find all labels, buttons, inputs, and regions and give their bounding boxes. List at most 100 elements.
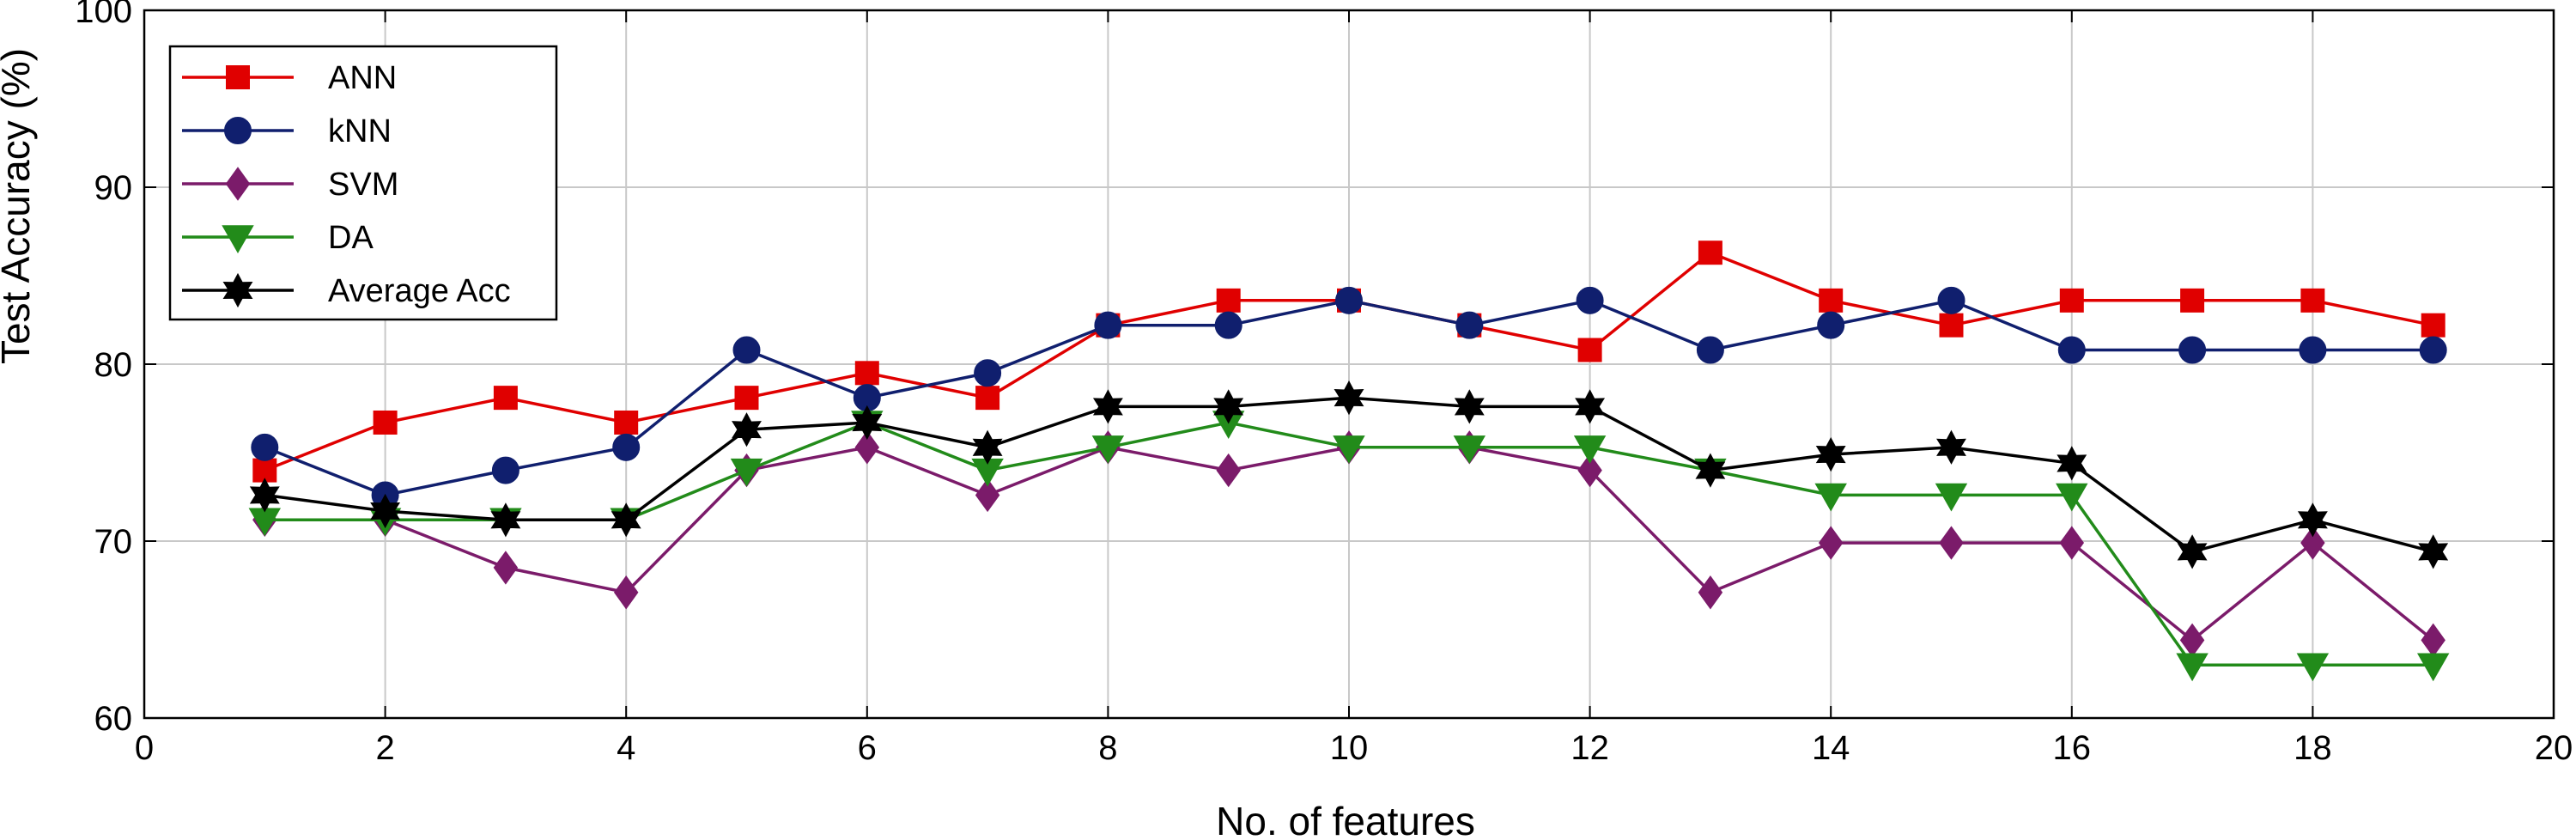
data-point (974, 359, 1002, 387)
data-point (2059, 288, 2084, 313)
data-point (2419, 336, 2447, 364)
data-point (614, 410, 639, 435)
data-point (975, 386, 1000, 411)
data-point (2297, 502, 2328, 538)
data-point (2418, 534, 2449, 569)
data-point (730, 458, 763, 487)
data-point (1453, 435, 1486, 464)
data-point (373, 410, 398, 435)
data-point (2299, 336, 2327, 364)
y-tick-label: 90 (94, 169, 133, 207)
data-point (1817, 311, 1845, 339)
data-point (2176, 653, 2208, 682)
data-point (1216, 288, 1241, 313)
data-point (1698, 240, 1722, 265)
data-point (732, 412, 762, 447)
legend-item: ANN (182, 60, 397, 96)
data-point (1335, 286, 1363, 314)
x-tick-label: 0 (135, 729, 154, 767)
data-point (972, 429, 1003, 465)
data-point (225, 167, 251, 201)
data-point (1695, 453, 1726, 488)
data-point (1937, 286, 1965, 314)
x-tick-label: 2 (375, 729, 394, 767)
data-point (1815, 436, 1846, 472)
data-point (1939, 526, 1964, 560)
y-axis-label: Test Accuracy (%) (0, 48, 38, 364)
data-point (493, 551, 519, 585)
data-point (854, 430, 880, 465)
data-point (613, 575, 639, 610)
data-point (2177, 534, 2208, 569)
data-point (224, 117, 252, 144)
data-point (222, 225, 254, 254)
legend-item: SVM (182, 167, 398, 203)
series-average-acc (249, 380, 2449, 569)
data-point (1213, 389, 1244, 424)
data-point (2059, 526, 2085, 560)
data-point (1333, 435, 1365, 464)
data-point (2416, 653, 2450, 682)
x-tick-label: 6 (858, 729, 877, 767)
data-point (226, 65, 250, 89)
y-tick-label: 100 (75, 0, 132, 30)
data-point (2057, 336, 2086, 364)
y-tick-label: 70 (94, 523, 133, 561)
data-point (491, 456, 519, 484)
data-point (732, 336, 761, 364)
data-point (2300, 526, 2325, 560)
data-point (975, 478, 1000, 513)
data-point (493, 386, 518, 411)
data-point (1819, 288, 1844, 313)
data-point (1573, 435, 1607, 464)
y-tick-label: 60 (94, 700, 133, 738)
x-tick-label: 12 (1571, 729, 1609, 767)
data-point (2056, 483, 2088, 512)
data-point (2296, 653, 2330, 682)
x-axis-label: No. of features (1216, 799, 1475, 840)
data-point (1814, 483, 1847, 512)
data-point (1577, 338, 1602, 362)
data-point (1092, 389, 1123, 424)
data-point (2057, 446, 2087, 481)
x-tick-label: 18 (2293, 729, 2332, 767)
legend-item: DA (182, 220, 374, 256)
legend-label: ANN (328, 60, 397, 96)
legend-label: kNN (328, 113, 392, 149)
data-point (1698, 575, 1723, 610)
data-point (1454, 389, 1485, 424)
data-point (2421, 313, 2445, 338)
data-point (1091, 435, 1125, 464)
data-point (490, 502, 521, 538)
legend-item: kNN (182, 113, 392, 149)
data-point (1094, 311, 1122, 339)
data-point (1818, 526, 1844, 560)
data-point (251, 433, 279, 461)
data-point (611, 502, 641, 538)
data-point (1936, 429, 1966, 465)
data-point (249, 478, 280, 513)
data-point (1576, 286, 1604, 314)
x-tick-label: 16 (2053, 729, 2092, 767)
data-point (370, 493, 401, 529)
data-point (852, 405, 883, 441)
series-knn (251, 286, 2447, 509)
y-tick-label: 80 (94, 346, 133, 384)
data-point (1939, 313, 1964, 338)
x-tick-label: 4 (617, 729, 635, 767)
axes: 0 2 4 6 8 10 12 14 16 18 20 60 70 80 90 100 (75, 0, 2573, 767)
data-point (2180, 288, 2205, 313)
x-tick-label: 20 (2535, 729, 2573, 767)
data-point (612, 433, 641, 461)
legend-label: SVM (328, 167, 398, 203)
data-point (1696, 336, 1724, 364)
data-point (854, 361, 879, 386)
x-tick-label: 14 (1812, 729, 1850, 767)
data-point (1575, 389, 1606, 424)
legend: ANN kNN SVM DA Average Acc (168, 45, 558, 321)
legend-label: Average Acc (328, 273, 511, 309)
series-group (248, 240, 2450, 682)
data-point (2300, 288, 2325, 313)
data-point (1216, 453, 1241, 488)
